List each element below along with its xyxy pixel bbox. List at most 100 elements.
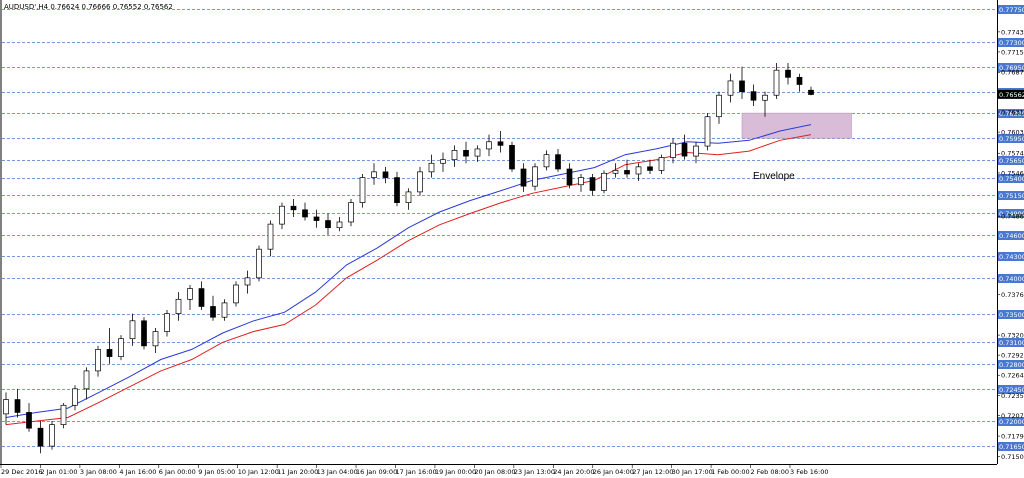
candle-25 (290, 199, 297, 217)
envelope-layer (5, 124, 812, 426)
candle-14 (164, 310, 170, 337)
candle-70 (808, 86, 814, 96)
candle-27 (313, 209, 320, 228)
level-badge-2 (998, 63, 1024, 72)
candle-48 (555, 148, 561, 172)
price-tick-label-0: 0.77435 (1001, 28, 1024, 36)
candle-layer (3, 63, 814, 454)
time-tick-label-16: 27 Jan 12:00 (632, 468, 673, 476)
candle-67 (773, 63, 780, 99)
candle-35 (405, 188, 412, 210)
time-tick-label-1: 2 Jan 01:00 (40, 468, 77, 476)
candle-26 (302, 202, 308, 221)
level-label-4: 0.76300 (999, 110, 1024, 118)
candle-30 (348, 199, 354, 227)
candle-15 (175, 292, 182, 321)
candle-29 (336, 216, 343, 232)
time-tick-label-5: 9 Jan 05:00 (198, 468, 235, 476)
level-badge-6 (998, 156, 1024, 165)
time-tick-label-2: 3 Jan 08:00 (80, 468, 117, 476)
candle-1 (14, 388, 21, 418)
level-badge-7 (998, 174, 1024, 183)
time-tick-label-9: 16 Jan 09:00 (356, 468, 397, 476)
level-label-0: 0.77750 (999, 6, 1024, 14)
time-tick-label-14: 24 Jan 20:00 (553, 468, 594, 476)
candle-13 (152, 327, 159, 354)
level-label-15: 0.72800 (999, 361, 1024, 369)
candle-17 (198, 281, 205, 311)
level-badge-4 (998, 109, 1024, 118)
candle-43 (497, 131, 504, 153)
candle-34 (394, 171, 400, 207)
candle-4 (49, 421, 55, 450)
candle-50 (578, 174, 584, 192)
level-badge-5 (998, 134, 1024, 143)
candle-19 (221, 299, 228, 321)
level-label-11: 0.74300 (999, 253, 1024, 261)
candle-3 (37, 421, 44, 454)
candle-39 (451, 145, 458, 167)
envelope-lower-line (5, 134, 812, 426)
candle-66 (762, 91, 768, 117)
candle-36 (417, 166, 423, 196)
candle-68 (785, 63, 791, 85)
candle-45 (520, 163, 527, 192)
level-badge-14 (998, 338, 1024, 347)
time-tick-label-10: 17 Jan 16:00 (396, 468, 437, 476)
candle-65 (750, 84, 757, 106)
candle-37 (428, 154, 435, 178)
level-label-16: 0.72450 (999, 386, 1024, 394)
level-label-17: 0.72000 (999, 418, 1024, 426)
level-badge-18 (998, 442, 1024, 451)
zone-layer (741, 112, 852, 139)
level-badge-16 (998, 385, 1024, 394)
candle-11 (129, 313, 136, 346)
candle-52 (601, 170, 607, 194)
time-tick-label-17: 30 Jan 17:00 (672, 468, 713, 476)
time-tick-label-18: 1 Feb 00:00 (711, 468, 750, 476)
candle-42 (486, 134, 492, 157)
current-price-badge (998, 89, 1024, 99)
candle-61 (704, 113, 711, 151)
candle-49 (566, 163, 573, 189)
level-label-6: 0.75650 (999, 157, 1024, 165)
time-tick-label-4: 6 Jan 00:00 (159, 468, 196, 476)
candle-55 (635, 163, 642, 182)
candle-20 (233, 281, 239, 307)
time-tick-label-6: 10 Jan 12:00 (238, 468, 279, 476)
candle-33 (382, 166, 389, 184)
candle-24 (279, 202, 285, 230)
candle-44 (509, 141, 515, 172)
level-badge-15 (998, 360, 1024, 369)
price-tick-label-13: 0.72075 (1001, 412, 1024, 420)
time-tick-label-15: 26 Jan 04:00 (593, 468, 634, 476)
level-badge-11 (998, 252, 1024, 261)
candle-2 (26, 403, 32, 432)
candle-69 (796, 73, 803, 92)
level-badge-8 (998, 191, 1024, 200)
candle-63 (727, 73, 734, 103)
level-label-1: 0.77300 (999, 39, 1024, 47)
candle-58 (670, 138, 676, 164)
candle-57 (658, 154, 665, 174)
level-label-8: 0.75150 (999, 192, 1024, 200)
level-label-18: 0.71650 (999, 443, 1024, 451)
level-label-9: 0.74900 (999, 210, 1024, 218)
candle-64 (739, 66, 745, 99)
candle-7 (83, 367, 90, 400)
time-tick-label-7: 11 Jan 20:00 (277, 468, 318, 476)
candle-16 (187, 284, 193, 311)
time-tick-label-20: 3 Feb 16:00 (790, 468, 829, 476)
candle-10 (118, 335, 124, 361)
candle-46 (532, 163, 538, 191)
candle-12 (141, 317, 147, 350)
time-tick-label-13: 23 Jan 13:00 (514, 468, 555, 476)
symbol-ohlc-readout: AUDUSD',H4 0.76624 0.76666 0.76552 0.765… (4, 3, 173, 11)
level-label-13: 0.73500 (999, 311, 1024, 319)
